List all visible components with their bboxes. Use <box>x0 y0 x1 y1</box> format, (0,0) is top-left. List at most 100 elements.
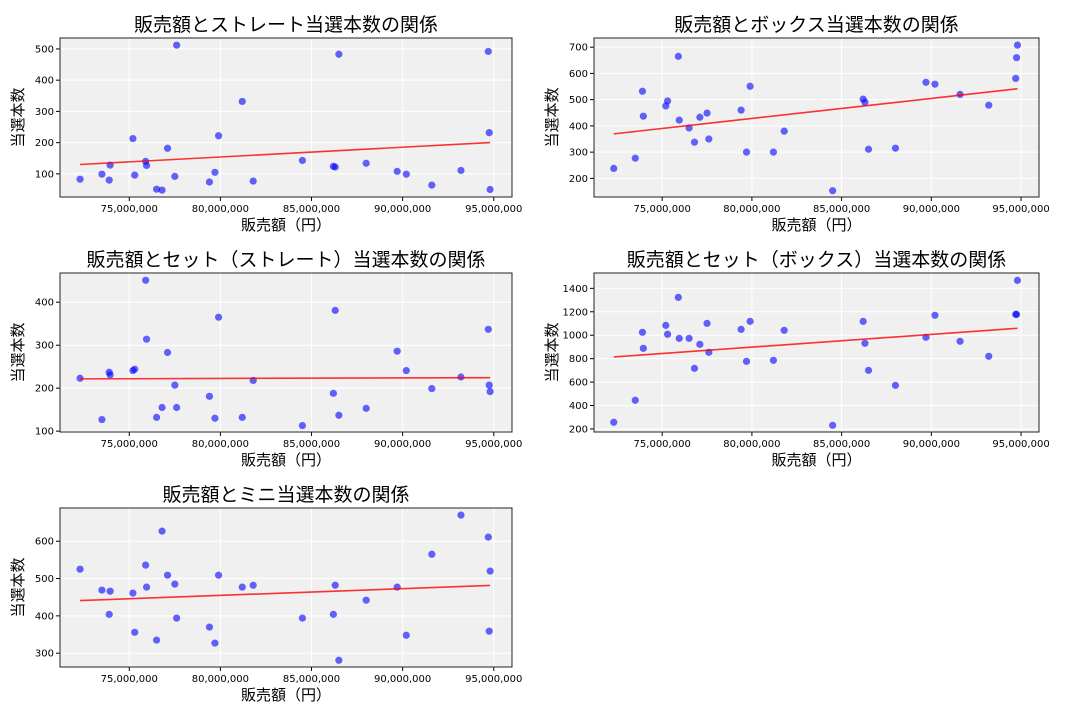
chart-title: 販売額とボックス当選本数の関係 <box>674 14 958 36</box>
data-point <box>171 381 179 389</box>
data-point <box>690 364 699 372</box>
y-tick-label: 1000 <box>563 331 588 342</box>
data-point <box>152 636 161 644</box>
x-tick-label: 95,000,000 <box>992 204 1049 215</box>
data-point <box>696 340 704 348</box>
data-point <box>742 357 751 365</box>
data-point <box>484 325 492 333</box>
data-point <box>484 533 492 541</box>
axes-frame <box>593 37 1040 198</box>
data-point <box>205 178 214 186</box>
x-tick-label: 95,000,000 <box>465 439 522 450</box>
x-tick-label: 90,000,000 <box>374 204 431 215</box>
data-point <box>631 154 639 162</box>
data-point <box>152 185 161 193</box>
trend-line <box>80 584 491 602</box>
data-point <box>158 403 166 412</box>
data-point <box>173 614 181 622</box>
x-tick-label: 75,000,000 <box>634 204 691 215</box>
subplot-4: 75,000,000 80,000,000 85,000,000 90,000,000… <box>543 249 1050 469</box>
y-tick-label: 1400 <box>563 284 588 295</box>
data-point <box>98 170 106 178</box>
data-point <box>329 389 337 397</box>
data-point <box>142 335 151 343</box>
data-point <box>674 293 682 301</box>
x-tick-label: 90,000,000 <box>374 439 431 450</box>
data-point <box>780 326 788 334</box>
data-point <box>171 172 179 180</box>
data-point <box>163 571 172 579</box>
data-point <box>931 80 939 88</box>
x-tick-label: 85,000,000 <box>283 204 340 215</box>
data-point <box>173 403 181 412</box>
data-point <box>1013 41 1022 49</box>
y-tick-label: 300 <box>35 649 54 660</box>
trend-line <box>613 327 1018 358</box>
data-point <box>331 581 339 589</box>
data-point <box>737 325 745 333</box>
data-point <box>639 112 647 120</box>
data-point <box>131 365 139 373</box>
data-point <box>769 356 778 364</box>
data-point <box>152 413 161 421</box>
data-point <box>485 381 493 389</box>
data-point <box>746 82 754 90</box>
data-point <box>457 166 465 175</box>
x-tick-label: 90,000,000 <box>374 674 431 685</box>
x-tick-label: 90,000,000 <box>903 439 960 450</box>
data-point <box>238 413 246 421</box>
data-point <box>1012 74 1020 83</box>
y-tick-label: 100 <box>35 169 54 180</box>
data-point <box>129 134 137 143</box>
data-point <box>428 550 436 558</box>
data-point <box>98 586 106 594</box>
data-point <box>238 583 246 591</box>
x-axis-label: 販売額（円） <box>241 216 331 234</box>
x-tick-label: 75,000,000 <box>101 204 158 215</box>
plot-area <box>60 38 512 197</box>
x-tick-label: 95,000,000 <box>465 204 522 215</box>
x-tick-label: 75,000,000 <box>634 439 691 450</box>
data-point <box>675 334 683 342</box>
data-point <box>163 144 172 152</box>
data-point <box>891 144 900 152</box>
data-point <box>298 614 307 622</box>
data-point <box>829 187 837 195</box>
data-point <box>171 580 179 588</box>
data-point <box>105 610 113 618</box>
data-point <box>105 176 113 184</box>
subplot-5: 75,000,000 80,000,000 85,000,000 90,000,000… <box>9 484 522 704</box>
data-point <box>639 344 647 352</box>
data-point <box>211 639 219 647</box>
data-point <box>746 317 754 325</box>
data-point <box>703 109 711 117</box>
data-point <box>956 337 964 345</box>
chart-title: 販売額とセット（ボックス）当選本数の関係 <box>627 249 1006 271</box>
chart-title: 販売額とミニ当選本数の関係 <box>162 484 409 506</box>
data-point <box>163 348 172 357</box>
data-point <box>685 334 693 342</box>
x-axis-label: 販売額（円） <box>241 686 331 704</box>
data-point <box>861 339 869 347</box>
x-tick-label: 85,000,000 <box>813 439 870 450</box>
data-point <box>238 97 246 106</box>
data-point <box>891 381 900 389</box>
data-point <box>780 127 788 135</box>
x-tick-label: 85,000,000 <box>283 674 340 685</box>
data-point <box>142 276 150 284</box>
data-point <box>158 186 166 194</box>
x-axis-label: 販売額（円） <box>241 451 331 469</box>
x-axis-label: 販売額（円） <box>771 451 861 469</box>
data-point <box>205 623 214 631</box>
data-point <box>610 164 618 173</box>
axes-frame <box>59 272 513 433</box>
data-point <box>985 101 993 109</box>
data-point <box>1012 54 1021 62</box>
y-tick-label: 600 <box>35 537 54 548</box>
data-point <box>393 167 401 175</box>
data-point <box>214 132 223 140</box>
plot-area <box>594 38 1039 197</box>
data-point <box>331 163 339 171</box>
x-tick-label: 90,000,000 <box>903 204 960 215</box>
plot-area <box>60 273 512 432</box>
